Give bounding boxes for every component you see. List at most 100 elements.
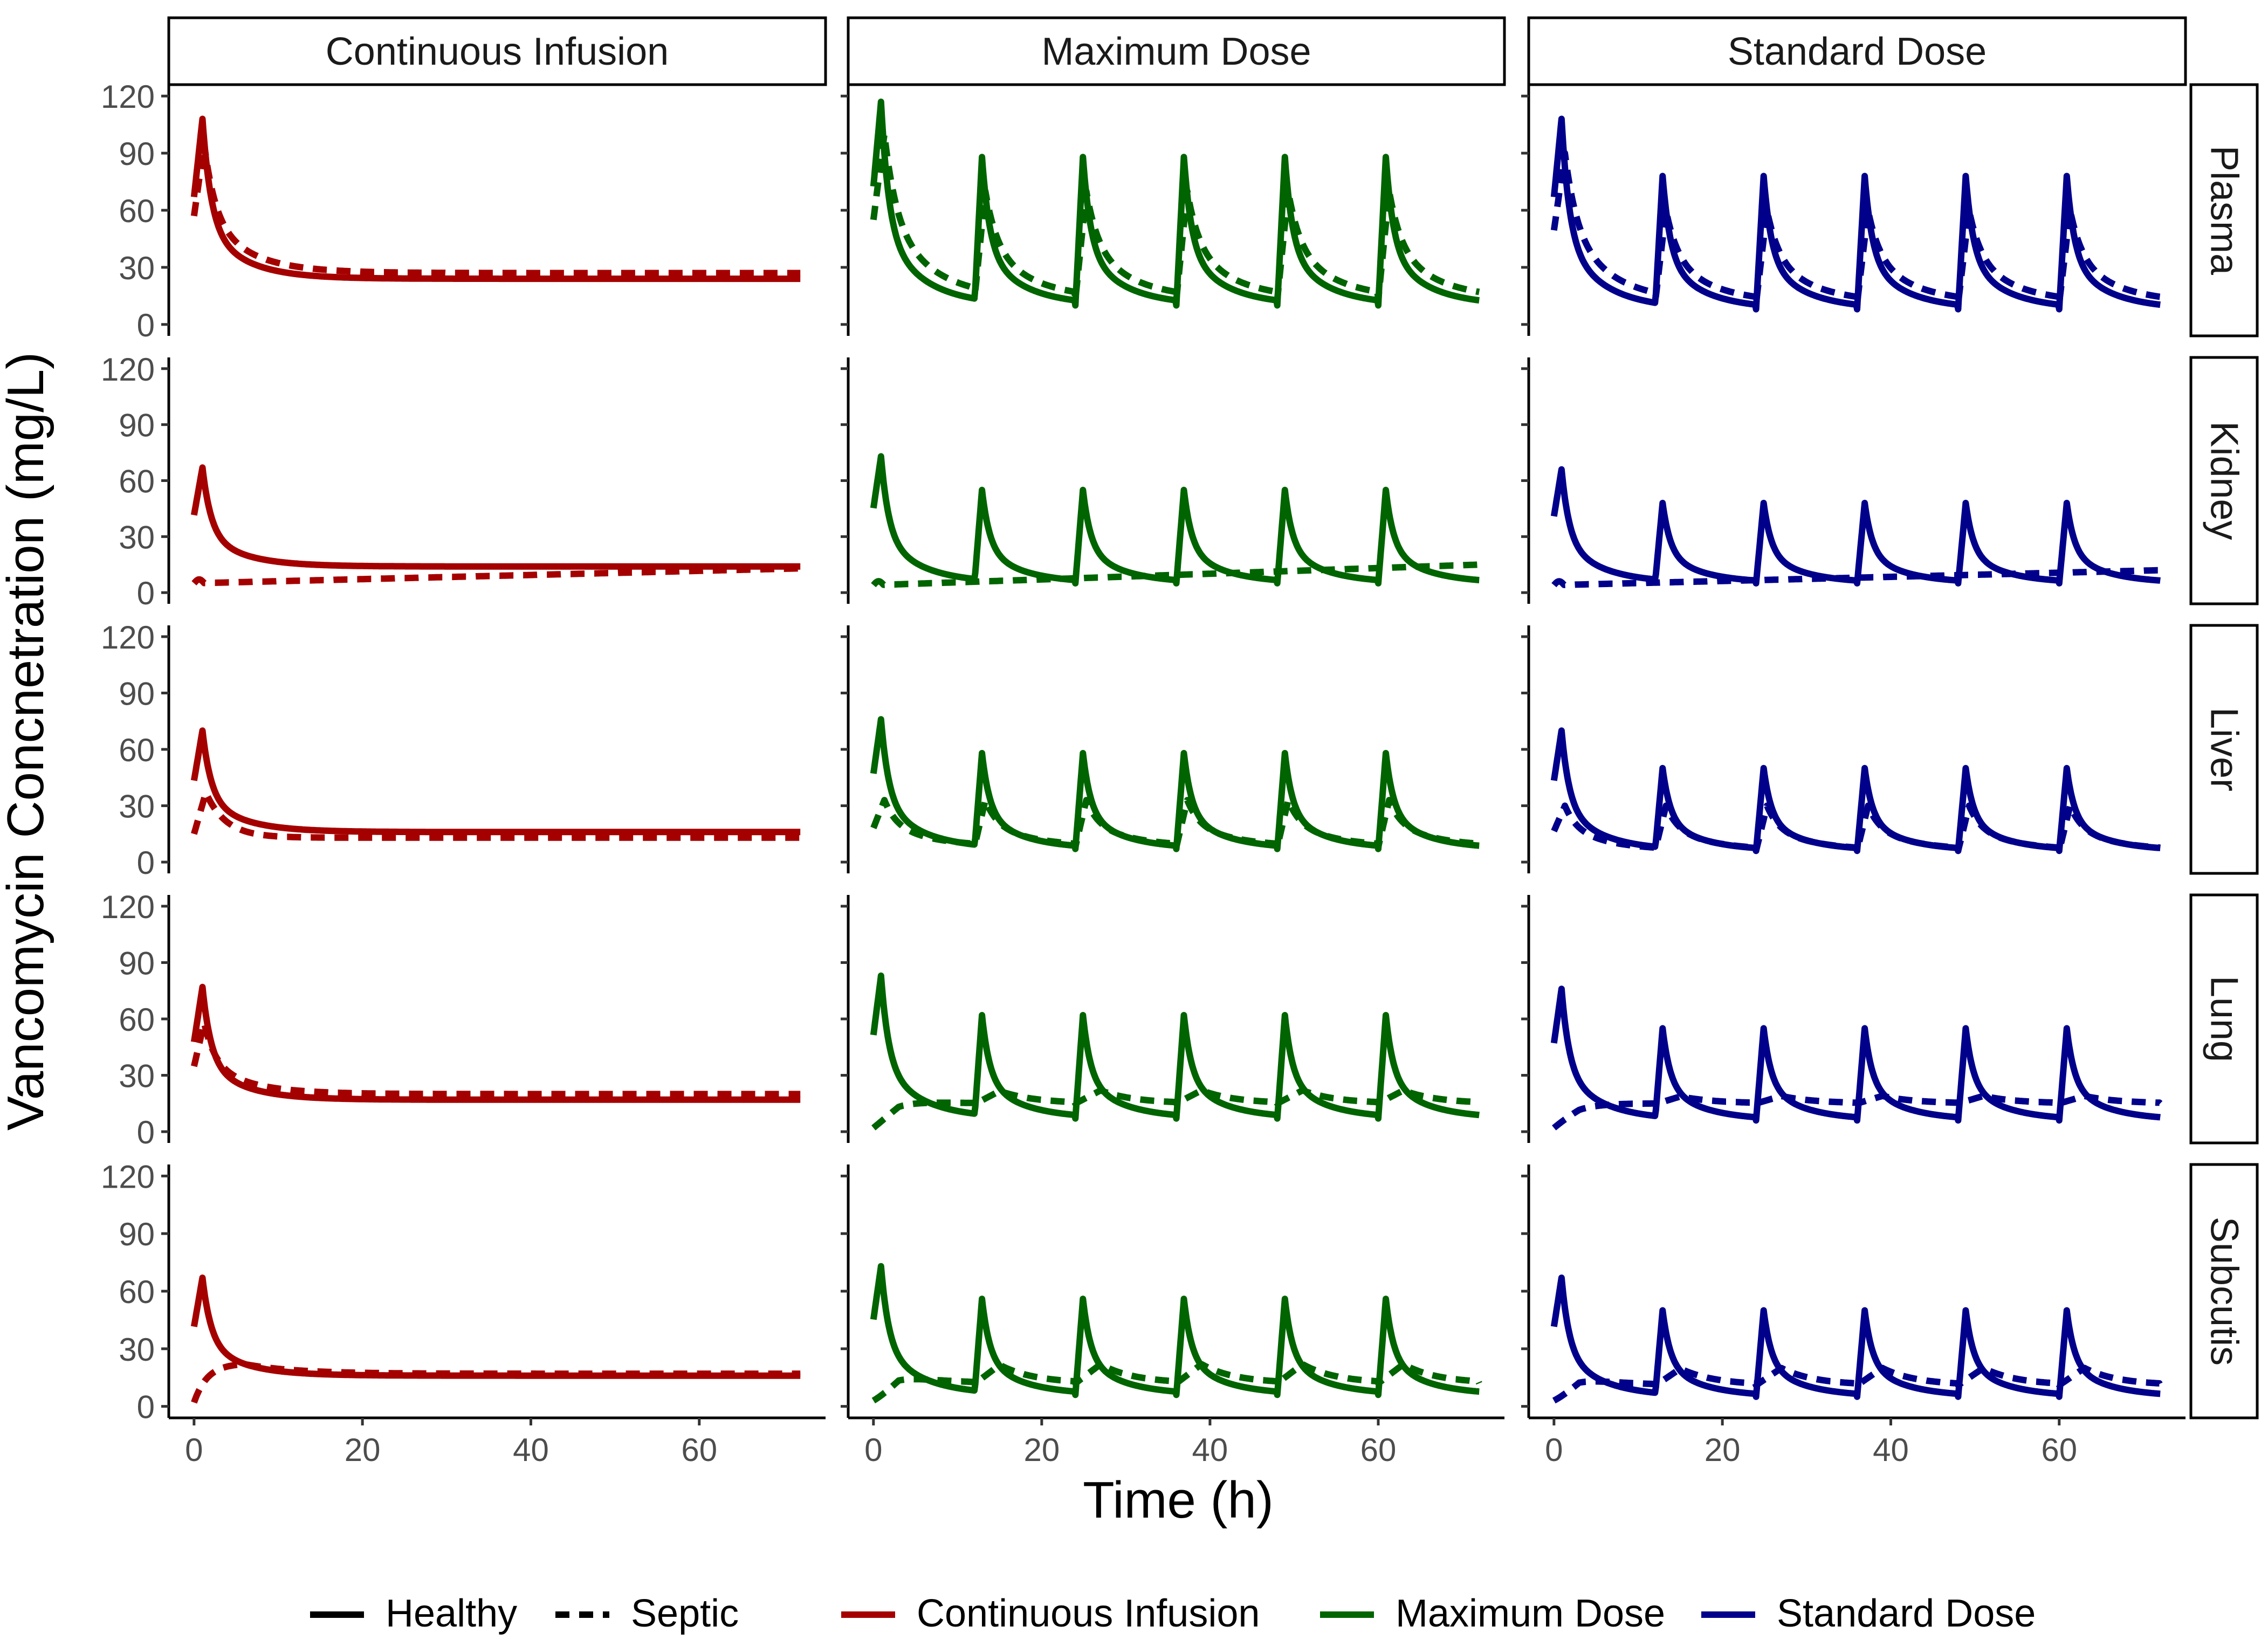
series-line-healthy-standard-dose-kidney — [1550, 466, 2163, 587]
facet-strip-label: Kidney — [2203, 421, 2246, 540]
x-tick-label: 60 — [681, 1432, 717, 1468]
facet-strip-box — [1527, 16, 2187, 86]
series-line-septic-maximum-dose-plasma — [870, 130, 1482, 303]
legend-item-maximum-dose: Maximum Dose — [1320, 1592, 1665, 1635]
series-line-healthy-continuous-infusion-lung — [190, 983, 803, 1103]
y-tick-label: 0 — [137, 1389, 155, 1425]
facet-strip-liver: Liver — [2189, 624, 2259, 875]
y-tick-label: 120 — [101, 1159, 155, 1195]
x-tick-label: 60 — [1360, 1432, 1397, 1468]
y-axis-title: Vancomycin Concnetration (mg/L) — [0, 352, 54, 1131]
facet-strip-box — [2189, 893, 2259, 1145]
series-line-healthy-continuous-infusion-kidney — [190, 464, 803, 570]
panel-maximum-dose-kidney — [841, 357, 1482, 604]
series-line-healthy-standard-dose-subcutis — [1550, 1274, 2163, 1400]
series-line-septic-continuous-infusion-subcutis — [191, 1361, 803, 1404]
y-tick-label: 0 — [137, 575, 155, 611]
y-tick-label: 60 — [119, 464, 155, 500]
x-tick-label: 20 — [345, 1432, 381, 1468]
facet-strip-box — [2189, 1163, 2259, 1419]
x-tick-label: 0 — [864, 1432, 882, 1468]
x-tick-label: 60 — [2041, 1432, 2077, 1468]
x-tick-label: 0 — [185, 1432, 203, 1468]
x-tick-label: 20 — [1023, 1432, 1060, 1468]
facet-strip-box — [167, 16, 827, 86]
panel-standard-dose-plasma — [1521, 85, 2163, 336]
panel-standard-dose-kidney — [1521, 357, 2163, 604]
facet-strip-label: Lung — [2203, 976, 2246, 1062]
panels: Continuous Infusion030609012003060901200… — [101, 16, 2259, 1468]
facet-strip-maximum-dose: Maximum Dose — [847, 16, 1506, 86]
facet-strip-box — [847, 16, 1506, 86]
facet-strip-standard-dose: Standard Dose — [1527, 16, 2187, 86]
y-tick-label: 90 — [119, 136, 155, 172]
series-line-healthy-standard-dose-plasma — [1550, 115, 2163, 313]
facet-strip-kidney: Kidney — [2189, 356, 2259, 605]
facet-strip-label: Continuous Infusion — [326, 30, 669, 73]
series-line-healthy-maximum-dose-plasma — [870, 98, 1482, 309]
panel-standard-dose-subcutis: 0 20 40 60 — [1521, 1164, 2185, 1468]
legend-item-standard-dose: Standard Dose — [1701, 1592, 2036, 1635]
series-line-healthy-standard-dose-lung — [1550, 986, 2163, 1124]
panel-standard-dose-lung — [1521, 895, 2163, 1143]
facet-strip-label: Plasma — [2203, 146, 2246, 275]
legend-item-healthy: Healthy — [310, 1592, 517, 1635]
facet-strip-box — [2189, 83, 2259, 337]
facet-strip-label: Standard Dose — [1728, 30, 1987, 73]
legend-label: Continuous Infusion — [917, 1592, 1260, 1635]
facet-strip-plasma: Plasma — [2189, 83, 2259, 337]
series-line-healthy-continuous-infusion-plasma — [190, 115, 803, 282]
legend-label: Septic — [631, 1592, 739, 1635]
series-line-septic-continuous-infusion-lung — [190, 1019, 803, 1098]
series-line-septic-standard-dose-plasma — [1550, 150, 2163, 307]
y-tick-label: 90 — [119, 945, 155, 981]
x-tick-label: 20 — [1705, 1432, 1741, 1468]
x-tick-label: 40 — [1873, 1432, 1909, 1468]
y-tick-label: 60 — [119, 732, 155, 768]
x-tick-label: 40 — [1192, 1432, 1228, 1468]
series-line-septic-maximum-dose-lung — [871, 1087, 1482, 1131]
facet-strip-label: Liver — [2203, 707, 2246, 791]
y-tick-label: 30 — [119, 519, 155, 555]
facet-strip-label: Subcutis — [2203, 1217, 2246, 1366]
panel-continuous-infusion-subcutis: 0 30 60 90 120 0 20 40 60 — [101, 1159, 826, 1468]
y-tick-label: 120 — [101, 889, 155, 925]
panel-standard-dose-liver — [1521, 625, 2163, 873]
y-tick-label: 30 — [119, 1332, 155, 1368]
facet-strip-box — [2189, 624, 2259, 875]
series-line-septic-continuous-infusion-plasma — [190, 140, 803, 277]
y-tick-label: 120 — [101, 352, 155, 388]
series-line-septic-continuous-infusion-kidney — [191, 565, 803, 587]
panel-continuous-infusion-lung: 0 30 60 90 120 — [101, 889, 803, 1150]
y-tick-label: 90 — [119, 1216, 155, 1252]
series-line-septic-maximum-dose-kidney — [871, 561, 1482, 588]
panel-continuous-infusion-kidney: 0 30 60 90 120 — [101, 352, 803, 611]
series-line-healthy-maximum-dose-lung — [870, 972, 1482, 1122]
panel-maximum-dose-subcutis: 0 20 40 60 — [841, 1164, 1504, 1468]
series-line-septic-standard-dose-kidney — [1551, 567, 2163, 588]
series-line-healthy-standard-dose-liver — [1550, 727, 2163, 854]
legend-label: Healthy — [386, 1592, 517, 1635]
panel-continuous-infusion-liver: 0 30 60 90 120 — [101, 619, 803, 881]
y-tick-label: 60 — [119, 1274, 155, 1310]
legend-label: Maximum Dose — [1396, 1592, 1665, 1635]
panel-maximum-dose-lung — [841, 895, 1482, 1143]
series-line-septic-standard-dose-subcutis — [1551, 1365, 2163, 1404]
y-tick-label: 120 — [101, 79, 155, 115]
panel-continuous-infusion-plasma: 0 30 60 90 120 — [101, 79, 803, 343]
y-tick-label: 120 — [101, 619, 155, 656]
series-line-healthy-continuous-infusion-liver — [190, 727, 803, 836]
series-line-septic-continuous-infusion-liver — [191, 789, 803, 841]
facet-strip-label: Maximum Dose — [1041, 30, 1311, 73]
y-tick-label: 90 — [119, 408, 155, 444]
legend: Healthy Septic Continuous Infusion Maximum … — [310, 1592, 2036, 1635]
series-line-septic-standard-dose-lung — [1551, 1092, 2163, 1131]
y-tick-label: 30 — [119, 250, 155, 286]
facet-strip-continuous-infusion: Continuous Infusion — [167, 16, 827, 86]
y-tick-label: 30 — [119, 789, 155, 825]
y-tick-label: 30 — [119, 1058, 155, 1094]
y-tick-label: 0 — [137, 307, 155, 343]
legend-label: Standard Dose — [1777, 1592, 2036, 1635]
